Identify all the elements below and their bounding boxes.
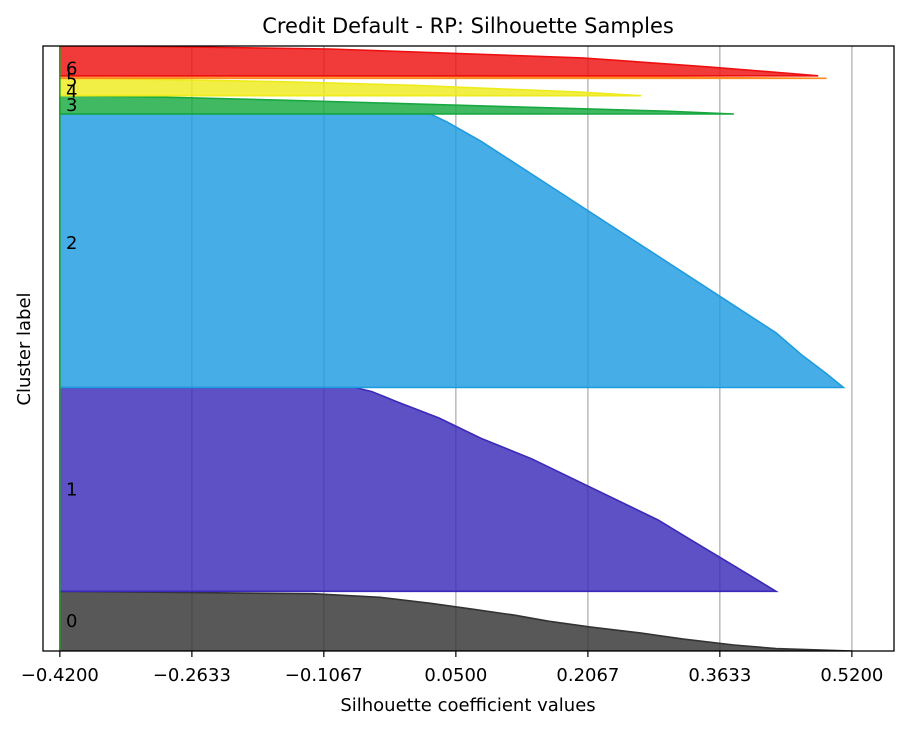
cluster-6-area bbox=[59, 46, 819, 77]
y-axis-label: Cluster label bbox=[14, 292, 35, 405]
x-tick-label: 0.2067 bbox=[556, 665, 619, 686]
cluster-3-area bbox=[59, 94, 734, 115]
y-tick-label: 0 bbox=[66, 611, 77, 632]
x-tick-label: 0.5200 bbox=[820, 665, 883, 686]
x-tick-label: −0.4200 bbox=[21, 665, 99, 686]
cluster-1-area bbox=[59, 386, 779, 593]
x-tick-label: 0.3633 bbox=[688, 665, 751, 686]
cluster-4-area bbox=[59, 77, 642, 97]
y-tick-label: 1 bbox=[66, 479, 77, 500]
plot-frame bbox=[42, 45, 895, 652]
y-tick-label: 5 bbox=[66, 70, 77, 91]
cluster-areas bbox=[59, 46, 852, 651]
cluster-2-area bbox=[59, 113, 846, 389]
chart-title: Credit Default - RP: Silhouette Samples bbox=[262, 14, 674, 38]
y-tick-label: 2 bbox=[66, 233, 77, 254]
x-tick-label: −0.1067 bbox=[285, 665, 363, 686]
y-tick-label: 4 bbox=[66, 82, 77, 103]
x-tick-label: 0.0500 bbox=[424, 665, 487, 686]
x-tick-label: −0.2633 bbox=[153, 665, 231, 686]
y-tick-label: 3 bbox=[66, 95, 77, 116]
x-axis-label: Silhouette coefficient values bbox=[340, 695, 595, 716]
y-tick-label: 6 bbox=[66, 58, 77, 79]
x-tick-labels: −0.4200 −0.2633 −0.1067 0.0500 0.2067 0.3633 0… bbox=[21, 651, 883, 686]
cluster-0-area bbox=[59, 590, 852, 651]
